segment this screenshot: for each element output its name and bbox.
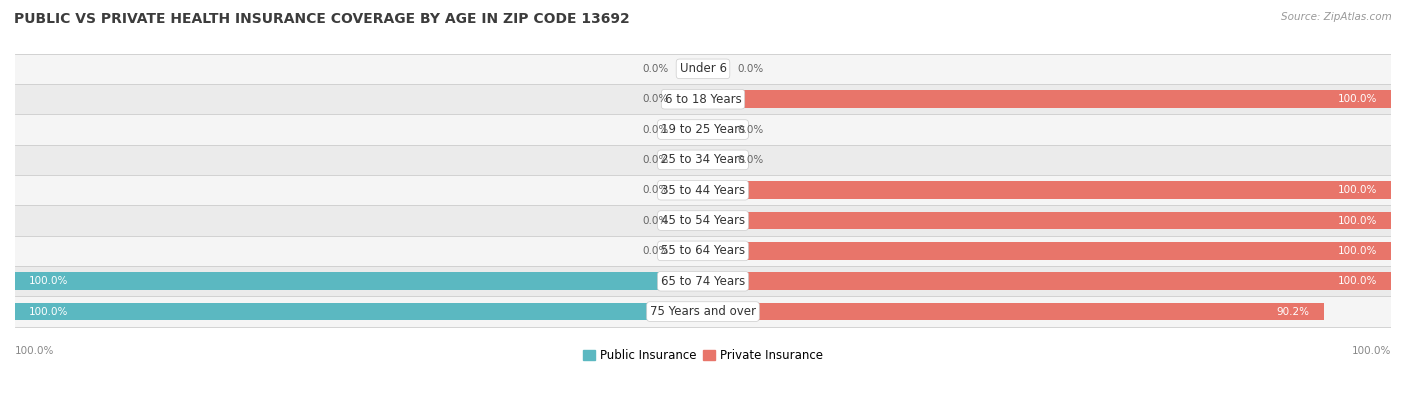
Text: 100.0%: 100.0% — [1339, 216, 1378, 225]
Text: 25 to 34 Years: 25 to 34 Years — [661, 153, 745, 166]
Text: 0.0%: 0.0% — [643, 125, 669, 135]
Text: 0.0%: 0.0% — [737, 155, 763, 165]
Text: 45 to 54 Years: 45 to 54 Years — [661, 214, 745, 227]
Text: 0.0%: 0.0% — [643, 94, 669, 104]
Bar — [679, 212, 703, 229]
Text: 0.0%: 0.0% — [643, 246, 669, 256]
Bar — [15, 236, 1391, 266]
Bar — [703, 60, 727, 78]
Text: 100.0%: 100.0% — [1339, 185, 1378, 195]
Bar — [703, 121, 727, 138]
Bar — [679, 90, 703, 108]
Text: Source: ZipAtlas.com: Source: ZipAtlas.com — [1281, 12, 1392, 22]
Text: 19 to 25 Years: 19 to 25 Years — [661, 123, 745, 136]
Text: 0.0%: 0.0% — [737, 64, 763, 74]
Text: 0.0%: 0.0% — [643, 64, 669, 74]
Bar — [703, 181, 1391, 199]
Text: 0.0%: 0.0% — [737, 125, 763, 135]
Bar — [703, 151, 727, 169]
Bar — [679, 181, 703, 199]
Text: 100.0%: 100.0% — [28, 306, 67, 316]
Text: 6 to 18 Years: 6 to 18 Years — [665, 93, 741, 106]
Text: 90.2%: 90.2% — [1277, 306, 1310, 316]
Text: 35 to 44 Years: 35 to 44 Years — [661, 184, 745, 197]
Text: 75 Years and over: 75 Years and over — [650, 305, 756, 318]
Text: 55 to 64 Years: 55 to 64 Years — [661, 244, 745, 257]
Text: 0.0%: 0.0% — [643, 155, 669, 165]
Text: 0.0%: 0.0% — [643, 216, 669, 225]
Bar — [15, 297, 1391, 327]
Text: 100.0%: 100.0% — [1339, 246, 1378, 256]
Bar — [679, 242, 703, 260]
Text: 0.0%: 0.0% — [643, 185, 669, 195]
Text: 100.0%: 100.0% — [15, 347, 55, 356]
Bar — [703, 273, 1391, 290]
Bar — [15, 84, 1391, 114]
Bar — [703, 242, 1391, 260]
Text: 100.0%: 100.0% — [1339, 276, 1378, 286]
Text: 65 to 74 Years: 65 to 74 Years — [661, 275, 745, 288]
Bar — [15, 303, 703, 320]
Text: 100.0%: 100.0% — [28, 276, 67, 286]
Text: PUBLIC VS PRIVATE HEALTH INSURANCE COVERAGE BY AGE IN ZIP CODE 13692: PUBLIC VS PRIVATE HEALTH INSURANCE COVER… — [14, 12, 630, 26]
Bar — [15, 175, 1391, 205]
Bar — [15, 145, 1391, 175]
Bar — [15, 273, 703, 290]
Bar — [679, 121, 703, 138]
Bar — [703, 212, 1391, 229]
Legend: Public Insurance, Private Insurance: Public Insurance, Private Insurance — [578, 344, 828, 366]
Bar — [15, 266, 1391, 297]
Text: Under 6: Under 6 — [679, 62, 727, 75]
Text: 100.0%: 100.0% — [1351, 347, 1391, 356]
Bar — [703, 90, 1391, 108]
Text: 100.0%: 100.0% — [1339, 94, 1378, 104]
Bar — [15, 54, 1391, 84]
Bar — [15, 205, 1391, 236]
Bar — [703, 303, 1323, 320]
Bar — [679, 60, 703, 78]
Bar — [679, 151, 703, 169]
Bar — [15, 114, 1391, 145]
